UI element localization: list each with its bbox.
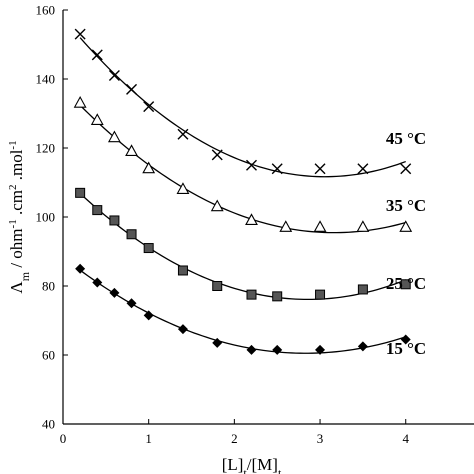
series-label-2: 35 °C [386, 196, 426, 215]
x-tick-label: 1 [145, 431, 152, 446]
data-point [92, 277, 103, 288]
data-point [143, 243, 154, 254]
series-3 [75, 187, 411, 302]
data-point [357, 284, 368, 295]
data-point [177, 324, 188, 335]
data-point [212, 337, 223, 348]
data-point [142, 161, 156, 174]
x-axis-title: [L]t/[M]t [222, 455, 282, 474]
data-point [177, 128, 189, 140]
series-curve [79, 192, 406, 301]
data-point [109, 215, 120, 226]
data-point [315, 344, 326, 355]
series-label-1: 45 °C [386, 129, 426, 148]
data-point [75, 187, 86, 198]
series-curve [79, 104, 406, 234]
y-tick-label: 160 [36, 3, 56, 18]
data-point [400, 163, 412, 175]
data-point [75, 263, 86, 274]
data-point [356, 220, 370, 232]
data-point [176, 182, 190, 194]
data-point [245, 213, 258, 225]
x-tick-label: 3 [317, 431, 324, 446]
data-point [315, 289, 326, 300]
data-point [73, 96, 87, 108]
data-point [143, 310, 154, 321]
series-1 [74, 28, 412, 178]
series-4 [75, 263, 411, 355]
data-point [272, 291, 283, 302]
data-point [400, 334, 411, 345]
data-point [272, 344, 283, 355]
y-tick-label: 100 [36, 210, 56, 225]
data-point [74, 28, 86, 40]
data-point [357, 341, 368, 352]
data-point [177, 265, 188, 276]
data-point [109, 287, 120, 298]
series-label-3: 25 °C [386, 274, 426, 293]
data-point [246, 344, 257, 355]
series-2 [73, 96, 413, 234]
data-point [314, 163, 326, 175]
data-point [212, 281, 223, 291]
y-tick-label: 60 [42, 348, 55, 363]
y-tick-label: 140 [36, 72, 56, 87]
data-point [357, 163, 369, 175]
labels-layer: 45 °C 35 °C 25 °C 15 °C [386, 129, 426, 358]
y-tick-label: 120 [36, 141, 56, 156]
series-curve [79, 269, 406, 354]
data-point [92, 205, 103, 216]
data-point [126, 229, 137, 240]
data-point [279, 220, 293, 232]
data-point [108, 70, 120, 82]
y-tick-label: 80 [42, 279, 55, 294]
data-point [271, 163, 283, 175]
series-label-4: 15 °C [386, 339, 426, 358]
data-point [126, 298, 137, 309]
y-tick-label: 40 [42, 417, 55, 432]
data-point [107, 130, 121, 143]
data-point [211, 149, 223, 161]
data-point [400, 279, 411, 290]
series-layer [73, 28, 413, 355]
data-point [143, 101, 155, 113]
data-point [125, 144, 138, 156]
axes: 40 60 80 100 120 140 160 0 1 2 3 4 [L]t/[M]t Λm / ohm… [7, 3, 474, 474]
x-tick-label: 4 [402, 431, 409, 446]
data-point [126, 83, 138, 95]
data-point [210, 199, 224, 212]
data-point [91, 49, 103, 61]
x-tick-label: 0 [60, 431, 67, 446]
data-point [90, 113, 104, 125]
data-point [399, 220, 413, 232]
y-axis-title: Λm / ohm-1 .cm2 .mol-1 [7, 140, 32, 293]
data-point [313, 220, 327, 232]
x-tick-label: 2 [231, 431, 238, 446]
data-point [246, 159, 257, 171]
data-point [246, 289, 257, 300]
